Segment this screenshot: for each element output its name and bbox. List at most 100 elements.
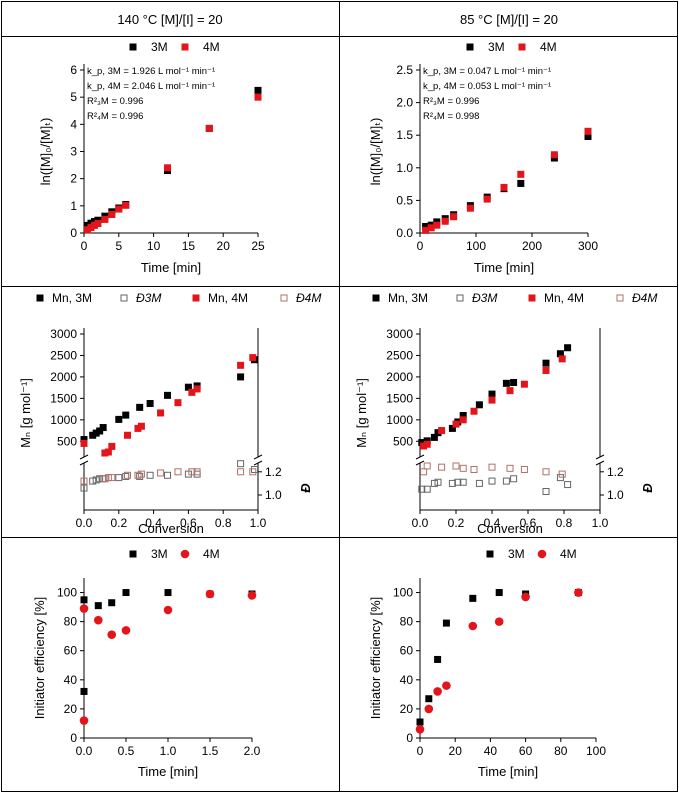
dispersity-point — [193, 468, 201, 476]
y2-tick-label: 1.2 — [607, 465, 624, 479]
legend-marker — [280, 294, 288, 302]
legend-marker — [456, 294, 464, 302]
mn-point — [122, 411, 130, 419]
legend-marker — [466, 43, 474, 51]
dispersity-point — [423, 485, 431, 493]
fit-annotation: k_p, 4M = 0.053 L mol⁻¹ min⁻¹ — [423, 81, 551, 92]
mn-point — [80, 439, 88, 447]
fit-annotation: R²₃M = 0.996 — [87, 96, 143, 107]
legend-marker — [616, 294, 624, 302]
column-header-85C: 85 °C [M]/[I] = 20 — [460, 12, 558, 27]
y-tick-label: 0 — [70, 731, 77, 745]
legend-label: 3M — [151, 40, 168, 54]
point-4M — [122, 201, 130, 209]
y-tick-label: 0 — [70, 226, 77, 240]
y-tick-label: 40 — [64, 673, 78, 687]
dispersity-point — [122, 472, 130, 480]
x-tick-label: 1.0 — [592, 516, 609, 530]
point-4M — [442, 681, 451, 690]
point-3M — [254, 86, 262, 94]
point-3M — [80, 687, 88, 695]
y-axis-label: ln([M]₀/[M]ₜ) — [38, 118, 53, 186]
legend-label: 3M — [488, 40, 505, 54]
y-tick-label: 5 — [70, 90, 77, 104]
mn-point — [188, 388, 196, 396]
x-axis-label: Conversion — [477, 521, 543, 536]
mn-conversion-chart-85C: 0.0 0.2 0.4 0.6 0.8 1.0 500 1000 1500 2000 2500 300… — [354, 291, 657, 536]
dispersity-point — [430, 479, 438, 487]
y2-tick-label: 1.0 — [265, 488, 282, 502]
point-4M — [415, 724, 425, 734]
y-tick-label: 1000 — [50, 413, 77, 427]
axis-break-mark — [253, 460, 263, 466]
dispersity-point — [564, 481, 572, 489]
mn-point — [80, 436, 88, 444]
dispersity-point — [438, 463, 446, 471]
point-4M — [584, 127, 592, 135]
point-4M — [433, 221, 441, 229]
x-tick-label: 0.0 — [412, 516, 429, 530]
point-4M — [93, 615, 103, 625]
x-tick-label: 200 — [522, 239, 542, 253]
legend-marker — [129, 43, 137, 51]
legend-marker — [486, 550, 494, 558]
x-tick-label: 0 — [417, 239, 424, 253]
y-tick-label: 1 — [70, 199, 77, 213]
dispersity-point — [459, 464, 467, 472]
legend-label: Đ4M — [632, 291, 657, 305]
fit-annotation: k_p, 3M = 1.926 L mol⁻¹ min⁻¹ — [87, 66, 215, 77]
y-axis-label: Initiator efficiency [%] — [32, 597, 47, 720]
point-4M — [108, 211, 116, 219]
point-4M — [494, 617, 504, 626]
mn-point — [193, 385, 201, 393]
axis-break-mark — [415, 454, 425, 460]
mn-point — [146, 400, 154, 408]
fit-annotation: k_p, 4M = 2.046 L mol⁻¹ min⁻¹ — [87, 81, 215, 92]
mn-point — [237, 361, 245, 369]
dispersity-point — [470, 465, 478, 473]
dispersity-point — [146, 471, 154, 479]
point-4M — [521, 592, 530, 602]
y-tick-label: 0.5 — [396, 193, 413, 207]
dispersity-point — [459, 478, 467, 486]
x-tick-label: 2.0 — [244, 744, 261, 758]
y-axis-label: Mₙ [g mol⁻¹] — [18, 378, 33, 448]
x-axis-label: Time [min] — [474, 260, 534, 275]
point-3M — [422, 222, 430, 230]
x-axis-label: Time [min] — [478, 764, 538, 779]
x-tick-label: 0.2 — [110, 516, 127, 530]
point-3M — [94, 602, 102, 610]
x-axis-label: Conversion — [138, 521, 204, 536]
x-tick-label: 0 — [81, 239, 88, 253]
legend-marker — [181, 43, 189, 51]
x-tick-label: 100 — [586, 744, 606, 758]
y-tick-label: 1.0 — [396, 161, 413, 175]
mn-point — [452, 420, 460, 428]
dispersity-point — [124, 471, 131, 479]
y-tick-label: 2000 — [386, 370, 413, 384]
dispersity-point — [80, 484, 88, 492]
legend-label: 4M — [203, 40, 220, 54]
x-tick-label: 15 — [182, 239, 196, 253]
dispersity-point — [249, 468, 257, 476]
mn-point — [423, 440, 431, 448]
mn-point — [556, 350, 564, 358]
point-4M — [121, 626, 131, 635]
y-tick-label: 100 — [57, 586, 77, 600]
y-tick-label: 80 — [400, 615, 414, 629]
point-4M — [115, 205, 123, 213]
legend-marker — [528, 294, 536, 302]
point-4M — [247, 591, 257, 600]
point-4M — [101, 215, 109, 223]
mn-point — [488, 390, 496, 398]
point-4M — [79, 604, 89, 613]
y2-axis-label: Đ — [298, 483, 313, 493]
point-4M — [164, 164, 172, 172]
x-tick-label: 0.5 — [118, 744, 135, 758]
legend-marker — [192, 294, 200, 302]
dispersity-point — [434, 478, 442, 486]
y2-tick-label: 1.2 — [265, 465, 282, 479]
y-tick-label: 20 — [400, 702, 414, 716]
legend-marker — [518, 43, 526, 51]
